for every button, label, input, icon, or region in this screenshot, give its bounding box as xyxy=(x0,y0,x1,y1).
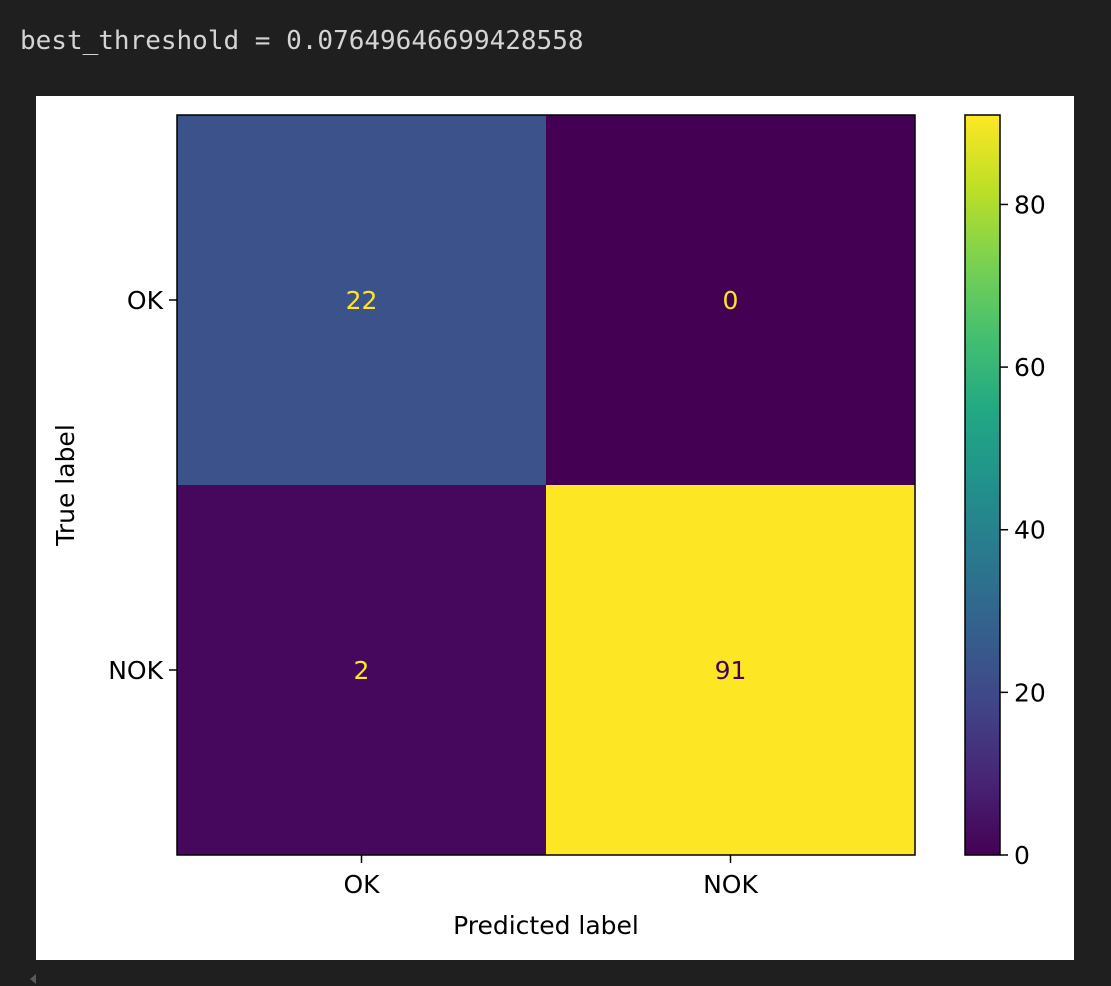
matrix-cells xyxy=(177,115,915,855)
cell-value-label: 0 xyxy=(723,286,739,315)
colorbar-tick-label: 60 xyxy=(1014,353,1046,382)
x-axis-ticks: OK NOK xyxy=(343,855,758,899)
colorbar-tick-label: 40 xyxy=(1014,516,1046,545)
y-tick-label: OK xyxy=(127,286,164,315)
matrix-cell xyxy=(177,115,546,485)
cell-value-label: 2 xyxy=(354,656,370,685)
confusion-matrix-figure: 22 0 2 91 OK NOK OK NOK Predicted label True … xyxy=(36,96,1074,960)
y-axis-label: True label xyxy=(51,424,80,547)
plot-frame xyxy=(176,114,916,856)
confusion-matrix-chart: 22 0 2 91 OK NOK OK NOK Predicted label True … xyxy=(51,114,1046,940)
matrix-cell xyxy=(546,115,915,485)
cell-labels: 22 0 2 91 xyxy=(346,286,747,685)
colorbar-tick-label: 80 xyxy=(1014,190,1046,219)
colorbar-tick-label: 0 xyxy=(1014,841,1030,870)
matrix-cell xyxy=(177,485,546,855)
x-tick-label: NOK xyxy=(703,870,758,899)
matrix-cell xyxy=(546,485,915,855)
colorbar xyxy=(964,114,1001,856)
cell-value-label: 91 xyxy=(715,656,747,685)
cell-value-label: 22 xyxy=(346,286,378,315)
colorbar-tick-label: 20 xyxy=(1014,678,1046,707)
x-tick-label: OK xyxy=(343,870,380,899)
scroll-left-icon[interactable] xyxy=(30,974,36,984)
y-tick-label: NOK xyxy=(108,656,163,685)
output-text: best_threshold = 0.07649646699428558 xyxy=(20,26,584,56)
colorbar-ticks: 0 20 40 60 80 xyxy=(1000,190,1046,870)
y-axis-ticks: OK NOK xyxy=(108,286,177,685)
x-axis-label: Predicted label xyxy=(453,911,639,940)
